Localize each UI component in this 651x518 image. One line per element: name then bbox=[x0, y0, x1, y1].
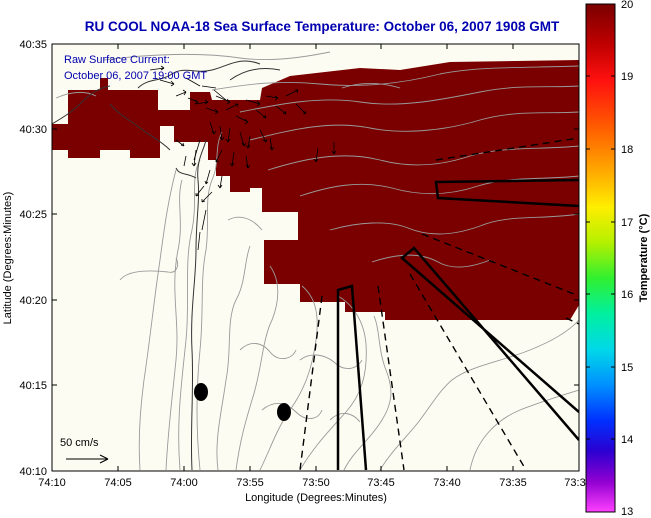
y-tick-label: 40:10 bbox=[19, 466, 47, 478]
x-tick-labels: 74:10 74:05 74:00 73:55 73:50 73:45 73:4… bbox=[38, 477, 585, 489]
y-tick-label: 40:20 bbox=[19, 295, 47, 307]
colorbar-tick-label: 15 bbox=[621, 362, 633, 374]
figure-title: RU COOL NOAA-18 Sea Surface Temperature:… bbox=[85, 19, 560, 34]
x-tick-label: 73:35 bbox=[499, 477, 527, 489]
current-label-line2: October 06, 2007 19:00 GMT bbox=[64, 70, 207, 82]
x-tick-label: 74:10 bbox=[38, 477, 66, 489]
y-axis-title: Latitude (Degrees:Minutes) bbox=[2, 192, 14, 325]
colorbar-tick-label: 20 bbox=[621, 0, 633, 11]
colorbar-tick-label: 14 bbox=[621, 434, 633, 446]
y-tick-label: 40:25 bbox=[19, 209, 47, 221]
y-tick-labels: 40:35 40:30 40:25 40:20 40:15 40:10 bbox=[19, 39, 47, 478]
colorbar-tick-label: 19 bbox=[621, 71, 633, 83]
map-plot-area: Raw Surface Current: October 06, 2007 19… bbox=[51, 43, 580, 472]
colorbar-tick-label: 16 bbox=[621, 289, 633, 301]
colorbar-tick-label: 18 bbox=[621, 144, 633, 156]
x-tick-label: 73:45 bbox=[367, 477, 395, 489]
x-axis-title: Longitude (Degrees:Minutes) bbox=[245, 492, 387, 504]
colorbar-gradient bbox=[585, 3, 616, 513]
sst-warm-water-patch bbox=[52, 60, 579, 320]
x-tick-label: 74:05 bbox=[104, 477, 132, 489]
bathymetry-contours bbox=[55, 51, 579, 471]
x-tick-label: 73:55 bbox=[236, 477, 264, 489]
x-tick-label: 73:40 bbox=[433, 477, 461, 489]
y-tick-label: 40:30 bbox=[19, 124, 47, 136]
coastline bbox=[52, 60, 281, 471]
colorbar-title: Temperature (°C) bbox=[638, 213, 650, 302]
colorbar: 20 19 18 17 16 15 14 13 Temperature (°C) bbox=[585, 0, 650, 518]
sampling-boxes bbox=[336, 178, 579, 471]
colorbar-tick-label: 17 bbox=[621, 217, 633, 229]
dashed-rays bbox=[299, 137, 579, 471]
axis-tick-marks bbox=[51, 43, 580, 472]
marker-dot-2 bbox=[277, 403, 291, 421]
x-tick-label: 74:00 bbox=[170, 477, 198, 489]
y-tick-label: 40:35 bbox=[19, 39, 47, 51]
current-label-line1: Raw Surface Current: bbox=[64, 54, 170, 66]
y-tick-label: 40:15 bbox=[19, 380, 47, 392]
colorbar-tick-label: 13 bbox=[621, 506, 633, 518]
scale-arrow bbox=[66, 454, 109, 464]
marker-dot-1 bbox=[194, 383, 208, 401]
x-tick-label: 73:50 bbox=[302, 477, 330, 489]
scale-arrow-label: 50 cm/s bbox=[60, 437, 99, 449]
x-tick-label: 73:3 bbox=[564, 477, 585, 489]
surface-current-vectors bbox=[149, 65, 337, 251]
